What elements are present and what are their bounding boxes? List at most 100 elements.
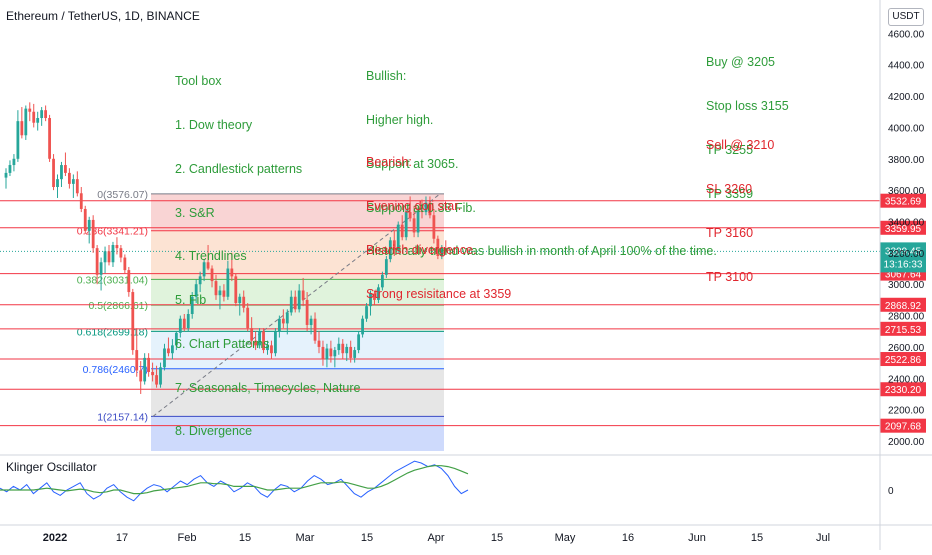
note-line: Historically trend was bullish in month … — [366, 244, 717, 259]
candle-body — [218, 290, 222, 296]
y-tick-label: 3000.00 — [888, 280, 925, 291]
candle-body — [254, 340, 258, 346]
candle-body — [79, 193, 83, 209]
candle-body — [103, 251, 107, 263]
candle-body — [48, 118, 51, 159]
buy-note[interactable]: Buy @ 3205 Stop loss 3155 TP 3255 TP 335… — [706, 26, 789, 216]
oscillator-title[interactable]: Klinger Oscillator — [6, 460, 97, 474]
candle-body — [349, 346, 353, 358]
x-tick-label: 15 — [361, 532, 373, 544]
level-tag — [880, 220, 926, 235]
candle-body — [293, 296, 297, 310]
currency-unit[interactable]: USDT — [888, 8, 924, 26]
note-line: Evening doji star. — [366, 198, 462, 213]
y-tick-label: 2200.00 — [888, 406, 925, 417]
note-line: 3. S&R — [175, 205, 215, 220]
y-tick-label: 4000.00 — [888, 123, 925, 134]
candle-body — [159, 367, 162, 385]
candle-body — [194, 284, 198, 297]
candle-body — [357, 334, 361, 351]
y-tick-label: 4600.00 — [888, 29, 925, 40]
note-line: Support at 3065. — [366, 156, 459, 171]
candle-body — [392, 240, 396, 250]
candle-body — [384, 259, 388, 275]
candle-body — [171, 345, 174, 354]
sell-note[interactable]: Sell @ 3210 SL 3260 TP 3160 TP 3100 — [706, 109, 774, 299]
candle-body — [373, 293, 376, 300]
level-tag-label: 2868.92 — [885, 301, 922, 312]
fib-label: 0.382(3031.04) — [77, 274, 148, 286]
y-tick-label: 2000.00 — [888, 437, 925, 448]
candle-body — [28, 108, 32, 112]
fib-label: 0.618(2699.18) — [77, 326, 148, 338]
y-tick-label: 3200.00 — [888, 249, 925, 260]
y-tick-label: 4400.00 — [888, 61, 925, 72]
candle-body — [155, 375, 158, 385]
osc-zero-label: 0 — [888, 486, 894, 497]
level-tag — [880, 297, 926, 312]
fib-zones — [151, 193, 444, 451]
bearish-note[interactable]: Bearish: Evening doji star. Bearish dive… — [366, 126, 511, 316]
countdown-label: 13:16:33 — [884, 259, 923, 270]
candle-body — [297, 290, 301, 310]
note-line: Buy @ 3205 — [706, 55, 775, 70]
candle-body — [404, 212, 408, 238]
note-line: 4. Trendlines — [175, 249, 247, 264]
note-line: TP 3160 — [706, 225, 754, 240]
candle-body — [436, 238, 440, 256]
candle-body — [277, 318, 281, 332]
candle-body — [380, 274, 384, 288]
note-line: Sell @ 3210 — [706, 138, 775, 153]
candle-body — [238, 296, 242, 304]
note-line: Stop loss 3155 — [706, 98, 789, 113]
candle-body — [143, 357, 147, 382]
candle-body — [119, 248, 123, 258]
note-line: SL 3260 — [706, 181, 753, 196]
candle-body — [71, 179, 75, 184]
level-tag-label: 3067.64 — [885, 270, 922, 281]
x-tick-label: Jul — [816, 532, 830, 544]
candle-body — [190, 296, 194, 315]
candle-body — [83, 208, 87, 231]
toolbox-note[interactable]: Tool box 1. Dow theory 2. Candlestick pa… — [175, 45, 361, 454]
candle-body — [396, 224, 400, 250]
note-line: Support at 0.38 Fib. — [366, 200, 476, 215]
level-tag — [880, 321, 926, 336]
candle-body — [8, 165, 12, 173]
candle-body — [75, 179, 79, 194]
last-price-label: 3209.45 — [885, 246, 922, 257]
candle-body — [266, 345, 269, 351]
fib-label: 0.786(2460.7) — [83, 364, 148, 376]
x-tick-label: May — [555, 532, 576, 544]
fib-label: 0(3576.07) — [97, 189, 148, 201]
candle-body — [258, 331, 261, 346]
x-tick-label: 15 — [751, 532, 763, 544]
candle-body — [186, 314, 190, 329]
candle-body — [115, 245, 119, 249]
level-tag-label: 2715.53 — [885, 325, 922, 336]
fib-zone — [151, 331, 444, 369]
level-tag — [880, 193, 926, 208]
level-tag-label: 3359.95 — [885, 224, 922, 235]
x-tick-label: 15 — [239, 532, 251, 544]
level-tag-label: 2330.20 — [885, 385, 922, 396]
candle-body — [123, 257, 127, 271]
y-tick-label: 4200.00 — [888, 92, 925, 103]
candle-body — [95, 248, 99, 275]
note-line: 1. Dow theory — [175, 117, 253, 132]
candle-body — [329, 348, 333, 357]
candle-body — [20, 121, 24, 136]
bullish-note[interactable]: Bullish: Higher high. Support at 3065. S… — [366, 40, 717, 274]
candle-body — [182, 318, 186, 329]
note-line: TP 3359 — [706, 186, 754, 201]
fib-zone — [151, 305, 444, 332]
candle-body — [56, 179, 59, 188]
y-tick-label: 2600.00 — [888, 343, 925, 354]
candle-body — [226, 268, 230, 297]
note-line: Bearish divergence. — [366, 242, 477, 257]
candle-body — [345, 346, 349, 354]
fib-label: 1(2157.14) — [97, 411, 148, 423]
